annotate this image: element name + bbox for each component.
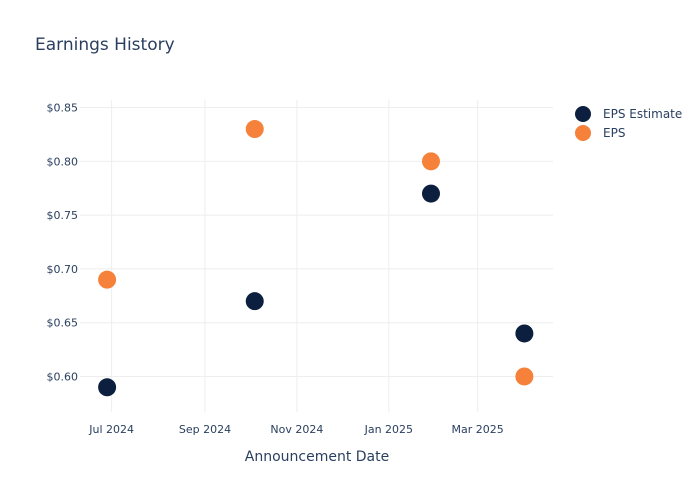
legend-label: EPS Estimate [603,107,682,121]
x-tick-label: Jul 2024 [88,423,134,436]
y-tick-label: $0.80 [47,155,79,168]
y-tick-label: $0.60 [47,370,79,383]
y-tick-label: $0.70 [47,263,79,276]
legend-item[interactable]: EPS [575,125,625,141]
series-eps-estimate [98,184,534,397]
y-gridlines [80,107,553,377]
data-points [98,120,534,397]
y-tick-label: $0.75 [47,209,79,222]
data-point [98,378,117,397]
data-point [245,292,264,311]
data-point [98,270,117,289]
legend-marker [575,125,591,141]
data-point [421,184,440,203]
x-tick-label: Sep 2024 [179,423,231,436]
x-tick-label: Mar 2025 [452,423,504,436]
legend[interactable]: EPS Estimate EPS [575,106,682,141]
series-eps [98,120,534,386]
legend-label: EPS [603,126,625,140]
x-gridlines [111,100,479,412]
y-axis-ticks: $0.60 $0.65 $0.70 $0.75 $0.80 $0.85 [47,102,79,384]
chart-title: Earnings History [35,35,175,55]
x-axis-ticks: Jul 2024 Sep 2024 Nov 2024 Jan 2025 Mar 2025 [88,423,504,436]
y-tick-label: $0.85 [47,102,79,115]
data-point [515,324,534,343]
data-point [421,152,440,171]
x-axis-label: Announcement Date [245,449,389,465]
x-tick-label: Nov 2024 [270,423,323,436]
legend-item[interactable]: EPS Estimate [575,106,682,122]
y-tick-label: $0.65 [47,317,79,330]
legend-marker [575,106,591,122]
data-point [245,120,264,139]
data-point [515,367,534,386]
x-tick-label: Jan 2025 [364,423,413,436]
